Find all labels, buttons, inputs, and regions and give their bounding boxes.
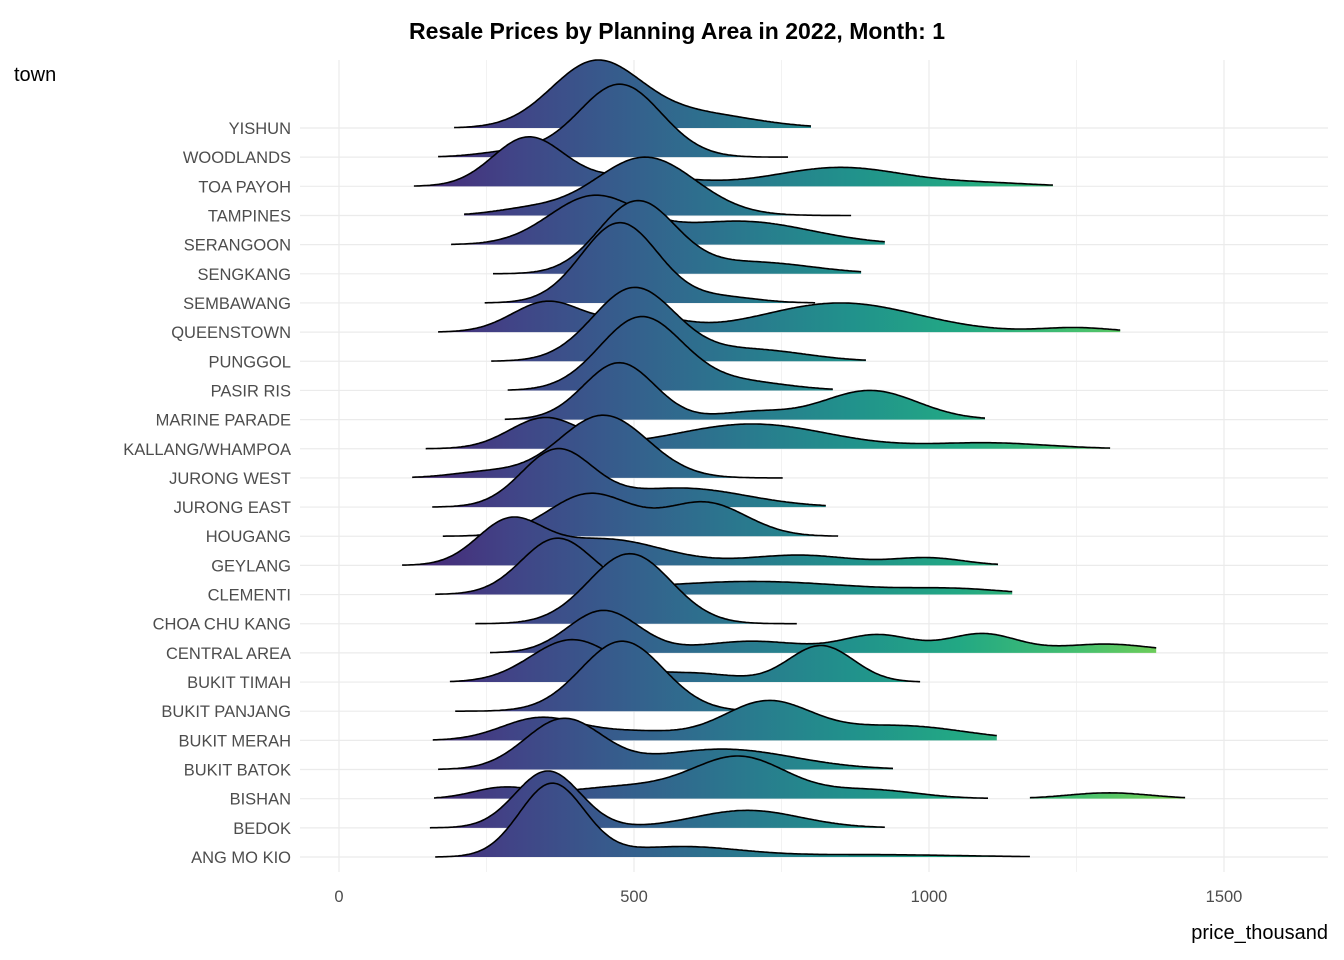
y-tick-label: JURONG EAST [174,499,291,517]
ridge-outline [1029,791,1186,799]
ridge-area [484,222,816,303]
x-tick-label: 500 [620,888,648,906]
y-tick-label: MARINE PARADE [156,412,291,430]
ridge-ang-mo-kio [435,782,1030,858]
ridge-outline [425,416,1111,450]
ridge-jurong-east [432,447,826,508]
ridge-choa-chu-kang [475,552,797,625]
y-axis-labels: YISHUN WOODLANDS TOA PAYOH TAMPINES SERANGOO… [123,120,291,867]
ridge-bukit-batok [438,717,894,771]
ridge-woodlands [438,83,788,158]
ridge-queenstown [438,300,1121,333]
ridge-pasir-ris [507,315,833,391]
y-tick-label: CLEMENTI [208,587,291,605]
y-tick-label: CHOA CHU KANG [153,616,291,634]
ridge-outline [438,717,894,771]
y-axis-title: town [14,64,56,86]
ridge-toa-payoh [413,136,1053,187]
ridge-outline [454,59,812,129]
ridge-punggol [491,286,866,362]
ridge-area [475,553,797,624]
ridge-area [504,362,985,420]
ridge-area [438,718,893,770]
ridge-outline [432,447,826,508]
ridge-outline [412,414,783,479]
ridge-outline [504,361,985,421]
ridge-outline [507,315,833,391]
y-tick-label: YISHUN [229,120,291,138]
ridge-tampines [464,156,852,217]
y-tick-label: GEYLANG [211,557,291,575]
y-tick-label: BUKIT MERAH [179,732,291,750]
ridge-area [438,84,788,158]
ridge-outline [464,156,852,217]
ridge-area [490,610,1157,653]
ridge-bukit-timah [449,638,921,683]
y-tick-label: BISHAN [230,791,291,809]
x-tick-label: 1000 [911,888,948,906]
ridge-area [455,641,800,712]
chart-title: Resale Prices by Planning Area in 2022, … [409,18,945,44]
y-tick-label: BUKIT TIMAH [187,674,291,692]
ridge-jurong-west [412,414,783,479]
y-tick-label: SERANGOON [184,237,291,255]
ridge-outline [435,782,1030,858]
x-axis-title: price_thousand [1191,922,1328,944]
ridge-area [435,783,1030,857]
y-tick-label: TAMPINES [208,207,291,225]
ridge-outline [402,516,999,566]
y-tick-label: BUKIT PANJANG [161,703,291,721]
y-tick-label: TOA PAYOH [198,178,291,196]
y-tick-label: ANG MO KIO [191,849,291,867]
ridge-outline [435,537,1013,596]
ridge-outline [491,286,866,362]
ridge-outline [449,638,921,683]
ridge-outline [438,300,1121,333]
ridge-area [1029,792,1186,799]
y-tick-label: CENTRAL AREA [166,645,291,663]
x-tick-label: 1500 [1206,888,1243,906]
y-tick-label: HOUGANG [206,528,291,546]
y-tick-label: KALLANG/WHAMPOA [123,441,291,459]
ridge-central-area [490,609,1157,654]
y-tick-label: JURONG WEST [169,470,291,488]
ridge-area [435,538,1013,595]
ridge-clementi [435,537,1013,596]
ridge-marine-parade [504,361,985,421]
y-tick-label: SENGKANG [197,266,291,284]
y-tick-label: SEMBAWANG [183,295,291,313]
y-tick-label: BUKIT BATOK [184,762,291,780]
ridges [402,59,1186,858]
y-tick-label: PUNGGOL [208,353,291,371]
ridge-area [507,316,833,391]
ridge-outline [490,609,1157,654]
ridge-outline [413,136,1053,187]
x-axis-labels: 0 500 1000 1500 [334,888,1242,906]
ridge-area [491,287,866,362]
y-tick-label: QUEENSTOWN [171,324,291,342]
ridge-outline [493,199,862,275]
ridge-outline [429,770,885,829]
ridge-area [412,415,783,478]
ridge-area [413,136,1053,187]
y-tick-label: PASIR RIS [211,382,291,400]
y-tick-label: WOODLANDS [183,149,291,167]
ridge-outline [438,83,788,158]
ridge-area [425,417,1111,449]
ridge-sembawang [484,221,816,304]
ridge-kallang-whampoa [425,416,1111,450]
ridge-outline [475,552,797,625]
x-tick-label: 0 [334,888,343,906]
ridge-area [449,639,921,683]
ridge-outline [484,221,816,304]
ridge-area [464,157,852,216]
ridge-area [438,301,1121,333]
ridge-outline [432,699,997,741]
y-tick-label: BEDOK [233,820,291,838]
